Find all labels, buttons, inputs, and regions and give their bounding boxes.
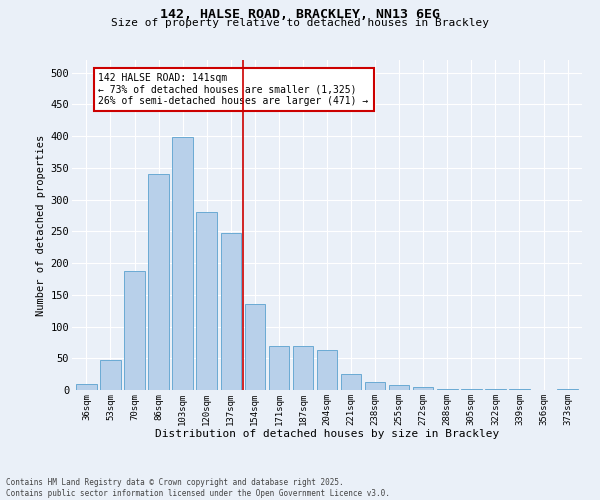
Bar xyxy=(100,360,121,390)
Bar xyxy=(269,346,289,390)
Text: Contains HM Land Registry data © Crown copyright and database right 2025.
Contai: Contains HM Land Registry data © Crown c… xyxy=(6,478,390,498)
Bar xyxy=(196,212,217,390)
Y-axis label: Number of detached properties: Number of detached properties xyxy=(37,134,46,316)
Bar xyxy=(245,304,265,390)
Bar xyxy=(557,388,578,390)
Bar xyxy=(413,387,433,390)
Text: 142 HALSE ROAD: 141sqm
← 73% of detached houses are smaller (1,325)
26% of semi-: 142 HALSE ROAD: 141sqm ← 73% of detached… xyxy=(98,72,369,106)
Bar xyxy=(317,350,337,390)
Bar xyxy=(124,272,145,390)
Bar xyxy=(172,138,193,390)
Bar xyxy=(365,382,385,390)
Bar xyxy=(76,384,97,390)
Bar xyxy=(148,174,169,390)
Text: 142, HALSE ROAD, BRACKLEY, NN13 6EG: 142, HALSE ROAD, BRACKLEY, NN13 6EG xyxy=(160,8,440,20)
Bar xyxy=(437,388,458,390)
Bar xyxy=(293,346,313,390)
Bar xyxy=(389,385,409,390)
X-axis label: Distribution of detached houses by size in Brackley: Distribution of detached houses by size … xyxy=(155,429,499,439)
Bar xyxy=(341,374,361,390)
Text: Size of property relative to detached houses in Brackley: Size of property relative to detached ho… xyxy=(111,18,489,28)
Bar xyxy=(221,233,241,390)
